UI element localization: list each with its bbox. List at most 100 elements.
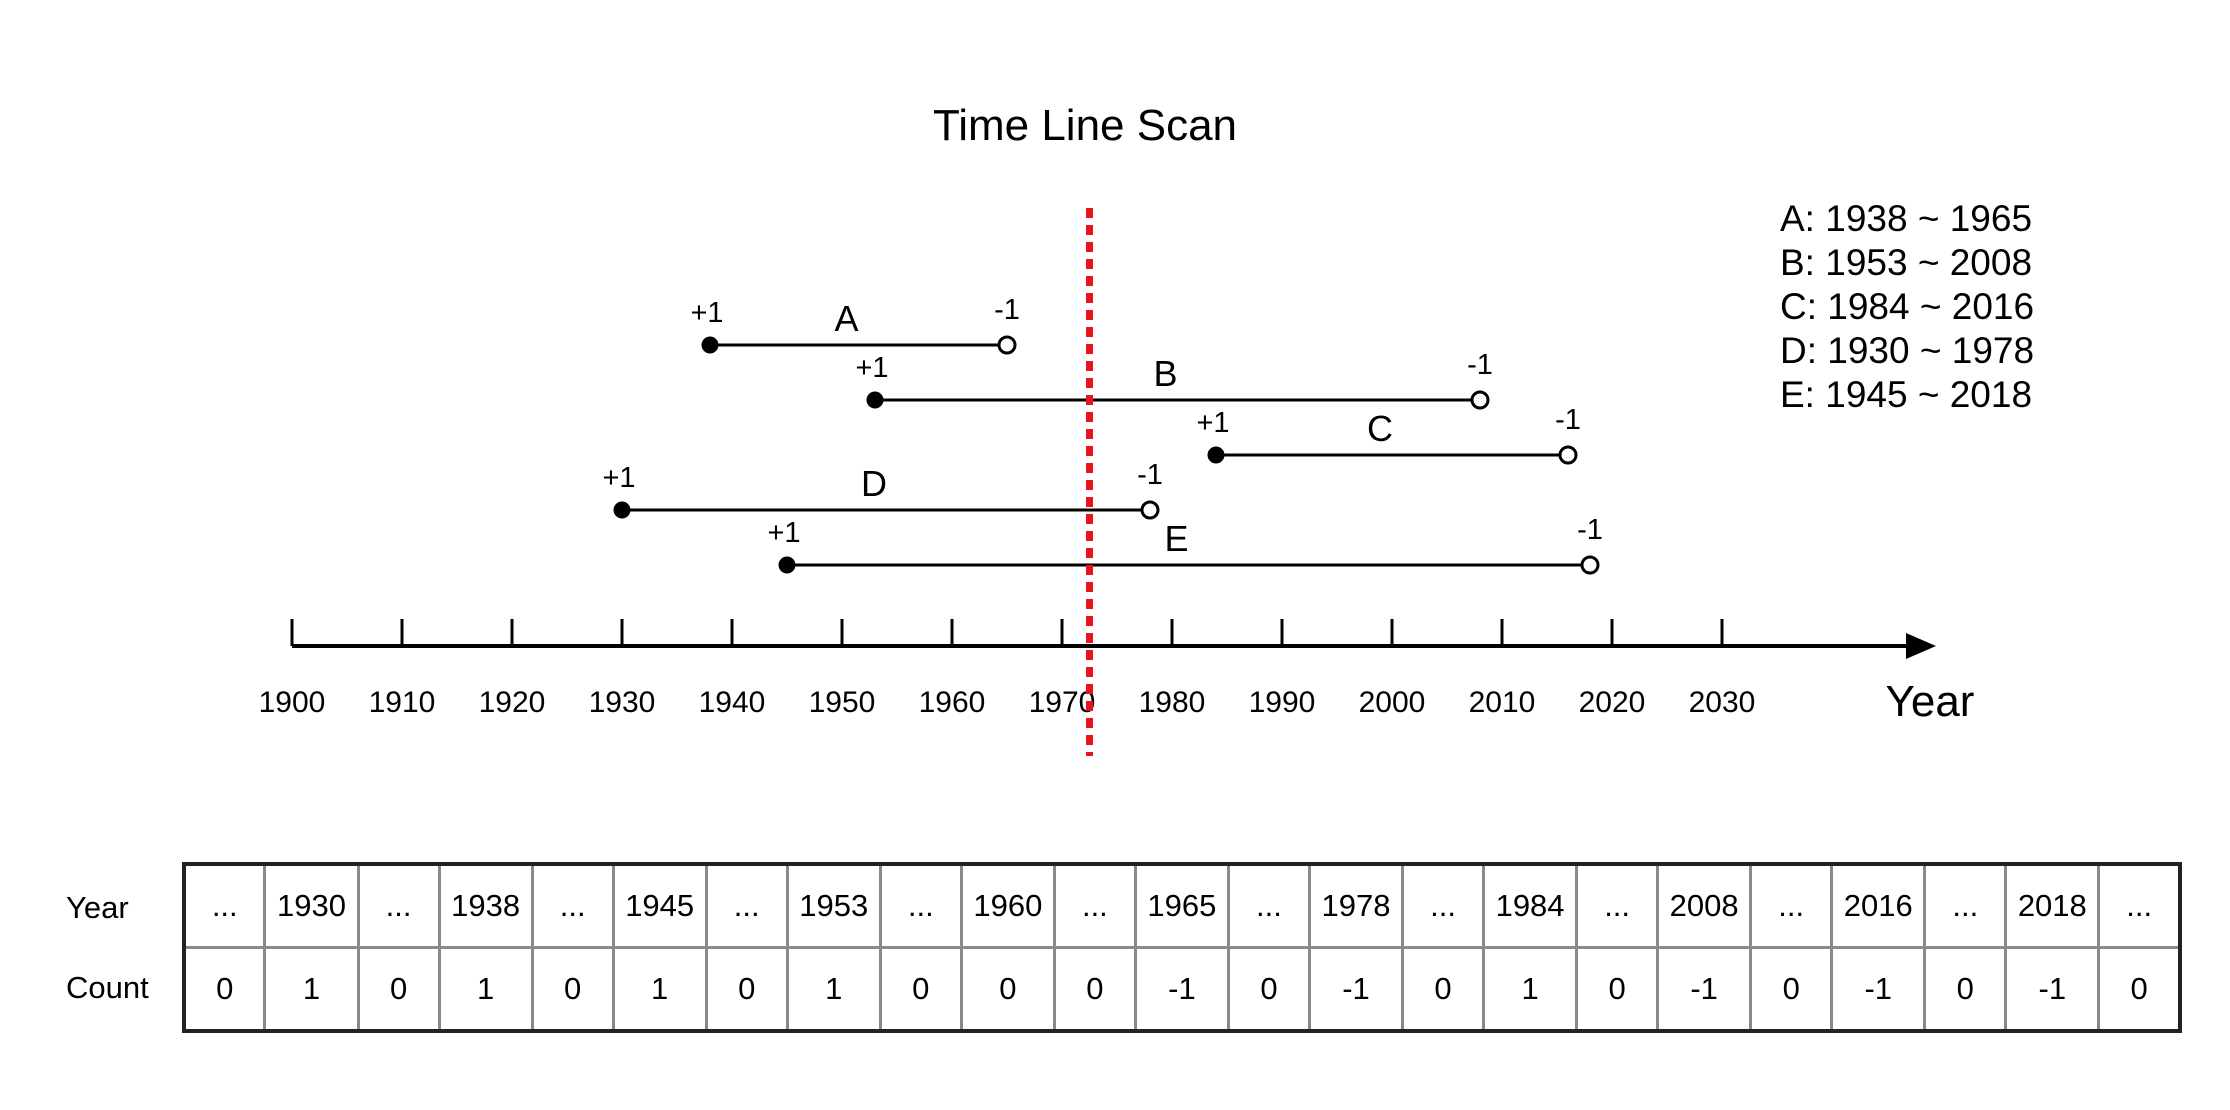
axis-label: Year	[1886, 677, 1975, 726]
count-cell: 0	[1226, 946, 1311, 1033]
interval-start-dot	[701, 336, 719, 354]
year-axis: 1900 1910 1920 1930 1940 1950 1960 1970 1980 1990…	[259, 619, 1975, 726]
legend-entry: E: 1945 ~ 2018	[1780, 374, 2032, 415]
interval-end-dot	[1140, 500, 1160, 520]
count-cell: -1	[1656, 946, 1753, 1033]
interval-d: +1 -1 D	[602, 459, 1163, 520]
interval-end-label: -1	[1577, 514, 1603, 546]
interval-end-dot	[1470, 390, 1490, 410]
axis-tick-label: 2020	[1579, 686, 1646, 719]
year-cell: ...	[182, 862, 267, 949]
year-cell: ...	[1575, 862, 1660, 949]
legend-entry: A: 1938 ~ 1965	[1780, 198, 2032, 239]
interval-name: B	[1153, 353, 1177, 394]
legend-entry: D: 1930 ~ 1978	[1780, 330, 2034, 371]
scan-table: ... 1930... 1938... 1945... 1953... 1960... 19…	[182, 862, 2182, 1033]
interval-start-label: +1	[1196, 407, 1229, 439]
year-cell: 1953	[785, 862, 882, 949]
interval-c: +1 -1 C	[1196, 404, 1581, 465]
interval-end-label: -1	[1467, 349, 1493, 381]
interval-end-dot	[1558, 445, 1578, 465]
count-cell: 0	[878, 946, 963, 1033]
count-cell: 1	[611, 946, 708, 1033]
axis-tick-label: 1990	[1249, 686, 1316, 719]
year-cell: ...	[1923, 862, 2008, 949]
count-cell: 1	[1482, 946, 1579, 1033]
axis-tick-label: 2010	[1469, 686, 1536, 719]
axis-tick-label: 1970	[1029, 686, 1096, 719]
diagram-title: Time Line Scan	[933, 101, 1237, 150]
year-cell: ...	[1226, 862, 1311, 949]
axis-tick-label: 1930	[589, 686, 656, 719]
count-cell: 0	[1923, 946, 2008, 1033]
axis-tick-label: 1900	[259, 686, 326, 719]
axis-tick-label: 1950	[809, 686, 876, 719]
interval-end-label: -1	[994, 294, 1020, 326]
axis-arrowhead	[1906, 633, 1936, 659]
interval-name: A	[834, 298, 858, 339]
year-cell: 2016	[1830, 862, 1927, 949]
axis-ticks: 1900 1910 1920 1930 1940 1950 1960 1970 1980 1990…	[259, 619, 1756, 719]
count-cell: 0	[182, 946, 267, 1033]
count-cell: 0	[1575, 946, 1660, 1033]
interval-end-dot	[1580, 555, 1600, 575]
interval-name: D	[861, 463, 887, 504]
interval-a: +1 -1 A	[690, 294, 1020, 355]
axis-tick-label: 1920	[479, 686, 546, 719]
year-cell: ...	[530, 862, 615, 949]
table-row-count: 0 1 0 1 0 1 0 1 0 0 0 -1 0 -1 0 1 0 -1 0 -1 0 -1 0	[182, 946, 2182, 1033]
year-cell: 1984	[1482, 862, 1579, 949]
year-cell: 1965	[1133, 862, 1230, 949]
interval-start-label: +1	[767, 517, 800, 549]
axis-tick-label: 1940	[699, 686, 766, 719]
year-cell: 1978	[1307, 862, 1405, 949]
axis-tick-label: 2000	[1359, 686, 1426, 719]
table-row-label-count: Count	[66, 970, 149, 1005]
intervals: +1 -1A+1 -1B+1 -1C+1 -1D+1 -1E	[602, 294, 1603, 575]
axis-tick-label: 1960	[919, 686, 986, 719]
interval-end-dot	[997, 335, 1017, 355]
interval-start-label: +1	[690, 297, 723, 329]
count-cell: 0	[1401, 946, 1486, 1033]
count-cell: 0	[1749, 946, 1834, 1033]
count-cell: -1	[2004, 946, 2101, 1033]
interval-start-label: +1	[602, 462, 635, 494]
count-cell: 0	[2097, 946, 2182, 1033]
year-cell: ...	[704, 862, 789, 949]
interval-b: +1 -1 B	[855, 349, 1493, 410]
count-cell: 0	[530, 946, 615, 1033]
interval-start-label: +1	[855, 352, 888, 384]
count-cell: 0	[959, 946, 1056, 1033]
count-cell: -1	[1133, 946, 1230, 1033]
legend-entry: B: 1953 ~ 2008	[1780, 242, 2032, 283]
year-cell: 1945	[611, 862, 708, 949]
count-cell: -1	[1830, 946, 1927, 1033]
year-cell: 1938	[437, 862, 534, 949]
axis-tick-label: 2030	[1689, 686, 1756, 719]
year-cell: ...	[1401, 862, 1486, 949]
interval-name: E	[1164, 518, 1188, 559]
axis-tick-label: 1980	[1139, 686, 1206, 719]
count-cell: 0	[704, 946, 789, 1033]
count-cell: 1	[785, 946, 882, 1033]
interval-end-label: -1	[1555, 404, 1581, 436]
year-cell: ...	[2097, 862, 2182, 949]
count-cell: 0	[1052, 946, 1137, 1033]
table-row-year: ... 1930... 1938... 1945... 1953... 1960... 19…	[182, 862, 2182, 949]
count-cell: -1	[1307, 946, 1405, 1033]
legend-entry: C: 1984 ~ 2016	[1780, 286, 2034, 327]
interval-start-dot	[778, 556, 796, 574]
year-cell: 2018	[2004, 862, 2101, 949]
interval-start-dot	[866, 391, 884, 409]
count-cell: 0	[356, 946, 441, 1033]
interval-e: +1 -1 E	[767, 514, 1603, 575]
table-row-label-year: Year	[66, 890, 129, 925]
year-cell: ...	[356, 862, 441, 949]
interval-start-dot	[613, 501, 631, 519]
interval-end-label: -1	[1137, 459, 1163, 491]
year-cell: 2008	[1656, 862, 1753, 949]
year-cell: ...	[1749, 862, 1834, 949]
year-cell: 1930	[263, 862, 360, 949]
interval-name: C	[1367, 408, 1393, 449]
